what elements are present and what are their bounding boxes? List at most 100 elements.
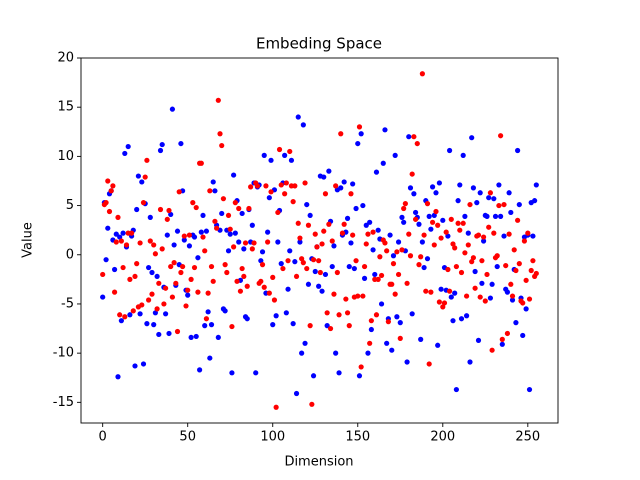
- point: [446, 288, 453, 294]
- point: [487, 190, 494, 196]
- point: [290, 321, 296, 327]
- point: [239, 265, 245, 272]
- point: [261, 152, 267, 158]
- point: [282, 191, 288, 197]
- point: [418, 336, 424, 342]
- point: [113, 239, 119, 245]
- point: [385, 319, 391, 325]
- point: [351, 265, 357, 272]
- point: [322, 271, 329, 278]
- point: [270, 274, 276, 280]
- point: [329, 238, 335, 244]
- point: [217, 131, 223, 137]
- point: [520, 332, 526, 339]
- point: [528, 267, 534, 274]
- point: [501, 233, 507, 239]
- point: [508, 209, 514, 216]
- point: [227, 226, 233, 232]
- point: [273, 313, 279, 319]
- point: [220, 196, 227, 202]
- point: [258, 278, 264, 284]
- point: [453, 386, 459, 393]
- axes: 0 50 100 150 200 250 -15 -10 -5 0 5 10 15 20: [53, 51, 559, 445]
- point: [404, 359, 410, 365]
- point: [402, 201, 408, 207]
- point: [295, 220, 301, 226]
- point: [491, 196, 497, 202]
- point: [113, 231, 119, 237]
- point: [515, 147, 521, 154]
- point: [103, 200, 109, 206]
- point: [117, 312, 123, 318]
- point: [210, 179, 216, 185]
- point: [205, 309, 211, 315]
- point: [285, 258, 291, 264]
- point: [127, 312, 133, 318]
- point: [479, 258, 485, 264]
- point: [181, 237, 187, 243]
- point: [484, 271, 490, 278]
- point: [327, 325, 334, 332]
- point: [242, 240, 249, 246]
- point: [399, 214, 405, 220]
- point: [438, 286, 444, 292]
- point: [494, 253, 500, 259]
- point: [147, 238, 153, 244]
- point: [334, 269, 340, 276]
- point: [428, 289, 434, 295]
- x-tick-label: 50: [179, 430, 196, 445]
- point: [443, 229, 449, 235]
- point: [186, 232, 193, 238]
- point: [268, 189, 274, 195]
- point: [152, 310, 158, 316]
- point: [412, 209, 419, 216]
- point: [530, 233, 536, 239]
- point: [137, 311, 143, 317]
- point: [305, 281, 312, 287]
- point: [333, 183, 339, 189]
- point: [178, 269, 184, 276]
- point: [261, 284, 267, 290]
- point: [299, 350, 305, 356]
- point: [115, 214, 121, 220]
- point: [474, 200, 480, 206]
- point: [384, 340, 390, 346]
- point: [316, 258, 322, 264]
- point: [157, 147, 164, 154]
- point: [268, 157, 274, 163]
- point: [173, 280, 179, 286]
- point: [236, 205, 242, 212]
- point: [498, 213, 504, 219]
- point: [317, 269, 323, 276]
- point: [450, 241, 456, 247]
- point: [120, 264, 126, 271]
- point: [309, 401, 315, 407]
- x-tick-label: 250: [515, 430, 540, 445]
- point: [455, 220, 461, 226]
- point: [290, 199, 296, 205]
- point: [467, 201, 473, 208]
- point: [164, 216, 170, 222]
- point: [193, 333, 199, 340]
- point: [457, 227, 463, 233]
- point: [278, 261, 284, 267]
- point: [360, 202, 366, 209]
- point: [207, 355, 213, 361]
- point: [295, 114, 301, 120]
- point: [513, 267, 519, 274]
- point: [429, 184, 436, 190]
- point: [378, 272, 385, 279]
- point: [266, 195, 272, 201]
- point: [407, 253, 414, 259]
- point: [452, 290, 458, 296]
- point: [246, 205, 252, 212]
- point: [212, 218, 218, 224]
- point: [203, 316, 210, 322]
- point: [498, 133, 504, 139]
- point: [283, 310, 289, 316]
- point: [470, 185, 476, 191]
- point: [171, 242, 177, 248]
- point: [168, 263, 174, 270]
- point: [312, 268, 318, 275]
- point: [426, 213, 432, 219]
